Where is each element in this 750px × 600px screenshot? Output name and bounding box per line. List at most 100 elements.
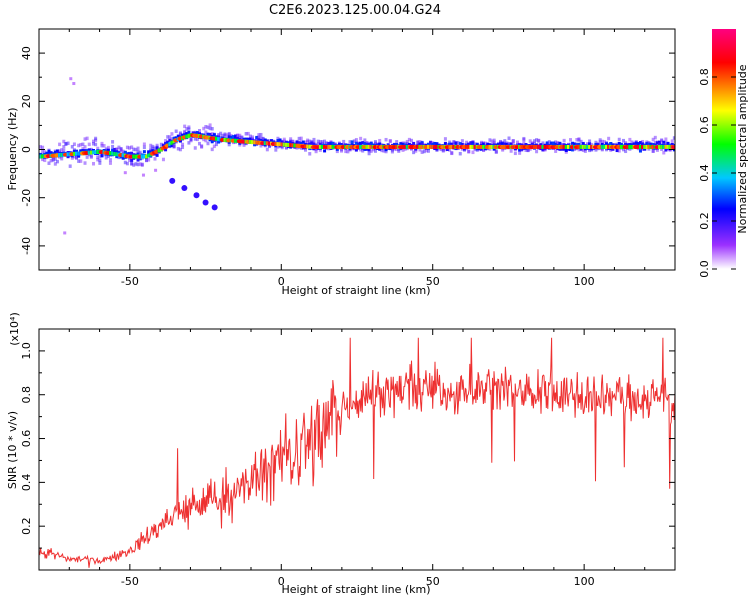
heatmap-cell [448,142,452,146]
heatmap-cell [132,163,136,167]
heatmap-cell [83,149,87,153]
heatmap-cell [638,142,642,147]
heatmap-cell [161,157,165,162]
heatmap-cell [257,133,261,137]
heatmap-cell [412,150,416,155]
heatmap-speckle [141,173,145,177]
heatmap-cell [357,142,360,146]
heatmap-cell [367,144,371,149]
heatmap-cell [159,142,163,147]
heatmap-cell [234,138,238,143]
heatmap-cell [588,142,592,146]
heatmap-cell [225,133,229,137]
heatmap-cell [297,141,301,145]
heatmap-cell [210,147,214,152]
heatmap-cell [641,139,645,144]
heatmap-cell [655,141,659,145]
heatmap-cell [117,145,121,150]
heatmap-cell [287,141,291,145]
heatmap-cell [236,133,240,138]
heatmap-cell [354,138,358,142]
heatmap-cell [384,149,388,154]
heatmap-cell [323,149,327,153]
heatmap-cell [395,140,399,144]
heatmap-cell [183,133,187,137]
heatmap-cell [363,147,367,151]
heatmap-cell [223,133,227,138]
heatmap-cell [634,141,638,145]
heatmap-cell [469,141,473,145]
heatmap-cell [535,138,539,142]
heatmap-cell [541,141,545,145]
heatmap-cell [395,143,399,147]
heatmap-cell [263,141,267,146]
heatmap-cell [278,142,282,147]
heatmap-cell [134,147,138,152]
heatmap-cell [259,138,263,142]
heatmap-cell [147,153,151,158]
heatmap-cell [174,129,178,134]
heatmap-cell [193,131,197,135]
heatmap-cell [501,142,505,146]
heatmap-cell [605,142,609,146]
heatmap-cell [138,162,142,166]
heatmap-cell [329,144,333,149]
heatmap-cell [666,141,670,145]
heatmap-cell [123,160,127,165]
snr-plot-area [39,329,675,570]
heatmap-cell [293,143,297,148]
heatmap-cell [611,143,615,147]
heatmap-cell [562,147,566,151]
heatmap-cell [117,155,121,160]
heatmap-cell [581,142,585,146]
heatmap-cell [492,138,496,143]
heatmap-cell [660,147,664,151]
heatmap-cell [518,148,522,152]
heatmap-cell [108,161,112,165]
heatmap-cell [344,149,348,154]
heatmap-cell [452,144,456,149]
heatmap-cell [246,137,250,141]
heatmap-cell [532,139,536,143]
heatmap-cell [469,143,473,147]
heatmap-cell [488,138,492,142]
heatmap-cell [204,124,208,129]
heatmap-cell [405,144,409,149]
heatmap-cell [134,154,138,159]
heatmap-cell [388,139,392,143]
heatmap-cell [395,147,399,152]
heatmap-cell [170,144,174,148]
heatmap-cell [142,150,146,154]
heatmap-cell [636,144,640,149]
heatmap-cell [429,144,433,149]
heatmap-cell [121,153,125,158]
heatmap-cell [166,135,170,139]
heatmap-cell [672,136,675,140]
heatmap-cell [111,144,115,149]
heatmap-cell [41,157,45,162]
heatmap-cell [259,144,263,148]
heatmap-cell [547,140,551,144]
heatmap-cell [170,132,174,136]
heatmap-cell [558,141,562,145]
heatmap-cell [581,144,585,149]
heatmap-cell [331,141,335,145]
heatmap-cell [579,147,583,151]
heatmap-cell [55,149,59,153]
heatmap-cell [382,149,386,153]
heatmap-cell [164,139,168,143]
heatmap-cell [164,148,168,152]
heatmap-cell [524,143,528,147]
heatmap-cell [316,142,320,146]
heatmap-cell [39,154,42,159]
heatmap-cell [545,141,549,145]
heatmap-cell [532,141,536,146]
heatmap-cell [111,151,115,156]
heatmap-cell [219,131,223,136]
heatmap-cell [41,145,45,150]
heatmap-cell [98,161,102,165]
heatmap-cell [198,129,201,133]
heatmap-cell [316,139,320,144]
colorbar-gradient [712,29,736,269]
heatmap-cell [416,141,420,145]
